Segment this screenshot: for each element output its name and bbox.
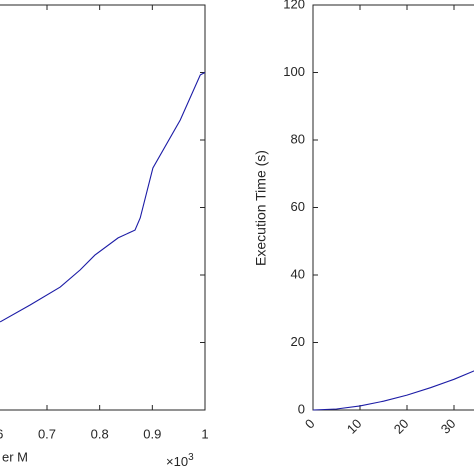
axes-box xyxy=(0,4,206,411)
y-tick-label: 20 xyxy=(291,334,305,349)
x-multiplier: ×103 xyxy=(166,452,194,470)
x-tick-label: 30 xyxy=(438,416,459,437)
x-tick-label: 0 xyxy=(302,416,318,432)
y-tick-label: 40 xyxy=(291,266,305,281)
x-tick-label: 10 xyxy=(344,416,365,437)
x-multiplier-base: ×10 xyxy=(166,454,188,469)
x-tick-label: 0.9 xyxy=(143,426,161,441)
x-tick-label: 0.8 xyxy=(91,426,109,441)
x-tick-label: 0.7 xyxy=(38,426,56,441)
data-line xyxy=(312,370,474,411)
axes-box xyxy=(312,4,474,411)
y-tick-label: 120 xyxy=(283,0,305,11)
x-tick-label: 20 xyxy=(391,416,412,437)
data-line xyxy=(0,72,206,323)
axes: 0 20 40 60 80 100 120 0 10 20 30 Execution Time (s) xyxy=(253,0,474,437)
x-tick-label: 1 xyxy=(201,426,208,441)
y-tick-label: 80 xyxy=(291,131,305,146)
y-tick-label: 0 xyxy=(298,401,305,416)
x-tick-label: 0.6 xyxy=(0,426,3,441)
x-axis-label: er M xyxy=(2,449,28,464)
y-tick-label: 100 xyxy=(283,64,305,79)
y-tick-label: 60 xyxy=(291,199,305,214)
y-axis-label: Execution Time (s) xyxy=(253,150,269,266)
x-multiplier-exponent: 3 xyxy=(188,452,194,463)
